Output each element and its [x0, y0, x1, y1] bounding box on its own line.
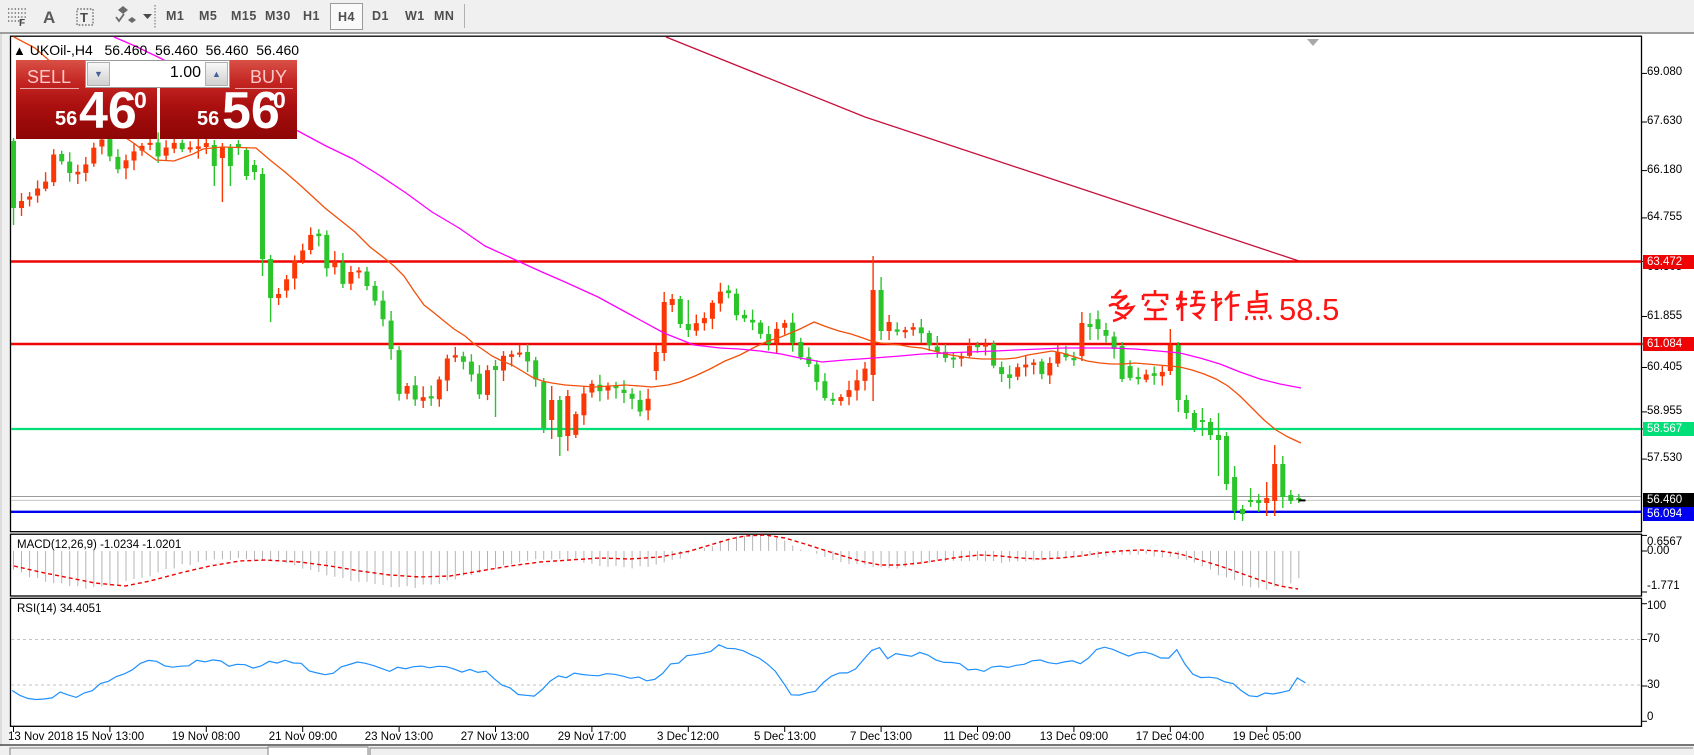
svg-text:58.5: 58.5	[1279, 292, 1339, 327]
svg-text:T: T	[80, 10, 88, 25]
svg-text:F: F	[19, 18, 25, 29]
svg-text:A: A	[43, 8, 55, 27]
